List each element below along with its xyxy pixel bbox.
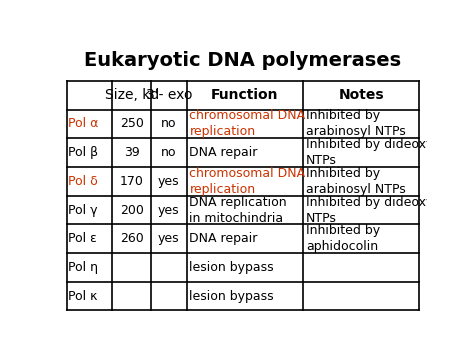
Text: Inhibited by dideoxy
NTPs: Inhibited by dideoxy NTPs: [306, 196, 433, 224]
Text: Pol ε: Pol ε: [68, 232, 97, 245]
Text: Pol κ: Pol κ: [68, 290, 98, 302]
Text: 39: 39: [124, 146, 140, 159]
Text: no: no: [161, 146, 177, 159]
Text: 3'- exo: 3'- exo: [146, 88, 192, 102]
Text: yes: yes: [158, 203, 180, 217]
Text: Pol β: Pol β: [68, 146, 99, 159]
Text: Inhibited by
arabinosyl NTPs: Inhibited by arabinosyl NTPs: [306, 167, 406, 196]
Text: chromosomal DNA
replication: chromosomal DNA replication: [190, 167, 306, 196]
Text: Pol γ: Pol γ: [68, 203, 98, 217]
Text: 260: 260: [120, 232, 144, 245]
Text: yes: yes: [158, 232, 180, 245]
Text: DNA repair: DNA repair: [190, 232, 258, 245]
Text: lesion bypass: lesion bypass: [190, 290, 274, 302]
Text: no: no: [161, 118, 177, 130]
Text: Inhibited by dideoxy
NTPs: Inhibited by dideoxy NTPs: [306, 138, 433, 167]
Text: yes: yes: [158, 175, 180, 188]
Text: Inhibited by
aphidocolin: Inhibited by aphidocolin: [306, 224, 380, 253]
Text: Size, kd: Size, kd: [105, 88, 159, 102]
Text: Pol δ: Pol δ: [68, 175, 98, 188]
Text: DNA replication
in mitochindria: DNA replication in mitochindria: [190, 196, 287, 224]
Text: lesion bypass: lesion bypass: [190, 261, 274, 274]
Text: Function: Function: [211, 88, 278, 102]
Text: Pol η: Pol η: [68, 261, 99, 274]
Text: 170: 170: [120, 175, 144, 188]
Text: 200: 200: [120, 203, 144, 217]
Text: DNA repair: DNA repair: [190, 146, 258, 159]
Text: 250: 250: [120, 118, 144, 130]
Text: Notes: Notes: [338, 88, 384, 102]
Text: Inhibited by
arabinosyl NTPs: Inhibited by arabinosyl NTPs: [306, 109, 406, 138]
Text: Eukaryotic DNA polymerases: Eukaryotic DNA polymerases: [84, 51, 401, 70]
Text: Pol α: Pol α: [68, 118, 99, 130]
Text: chromosomal DNA
replication: chromosomal DNA replication: [190, 109, 306, 138]
